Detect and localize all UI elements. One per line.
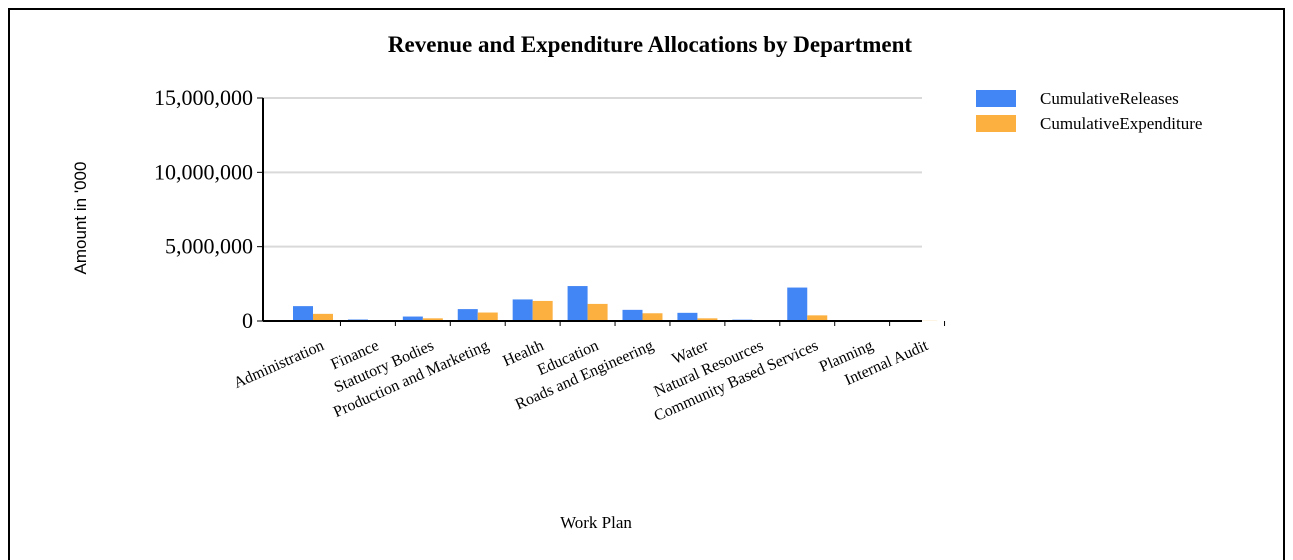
bar-expenditure [478,313,498,321]
bar-expenditure [533,301,553,321]
y-tick-label: 5,000,000 [165,234,253,259]
x-tick-label: Administration [231,337,326,392]
y-tick-label: 15,000,000 [154,85,253,110]
legend-swatch [976,90,1016,107]
y-tick-label: 0 [242,308,253,333]
bar-releases [568,286,588,321]
y-tick-labels: 0 5,000,000 10,000,000 15,000,000 [154,85,253,333]
bar-expenditure [313,314,333,321]
y-tick-label: 10,000,000 [154,159,253,184]
x-axis-label: Work Plan [560,513,632,532]
y-axis-label: Amount in '000 [71,162,90,275]
bars [293,286,937,321]
chart-title: Revenue and Expenditure Allocations by D… [388,32,912,57]
bar-releases [458,309,478,321]
legend-label: CumulativeReleases [1040,89,1179,108]
axes [257,98,945,326]
bar-releases [293,306,313,321]
bar-releases [787,288,807,321]
legend: CumulativeReleases CumulativeExpenditure [976,89,1202,133]
chart-frame: Revenue and Expenditure Allocations by D… [8,8,1285,560]
legend-swatch [976,115,1016,132]
bar-expenditure [588,304,608,321]
bar-expenditure [643,313,663,321]
bar-releases [513,299,533,321]
bar-releases [623,310,643,321]
legend-label: CumulativeExpenditure [1040,114,1202,133]
bar-chart: Revenue and Expenditure Allocations by D… [10,10,1287,554]
gridlines [263,98,922,247]
bar-releases [677,313,697,321]
